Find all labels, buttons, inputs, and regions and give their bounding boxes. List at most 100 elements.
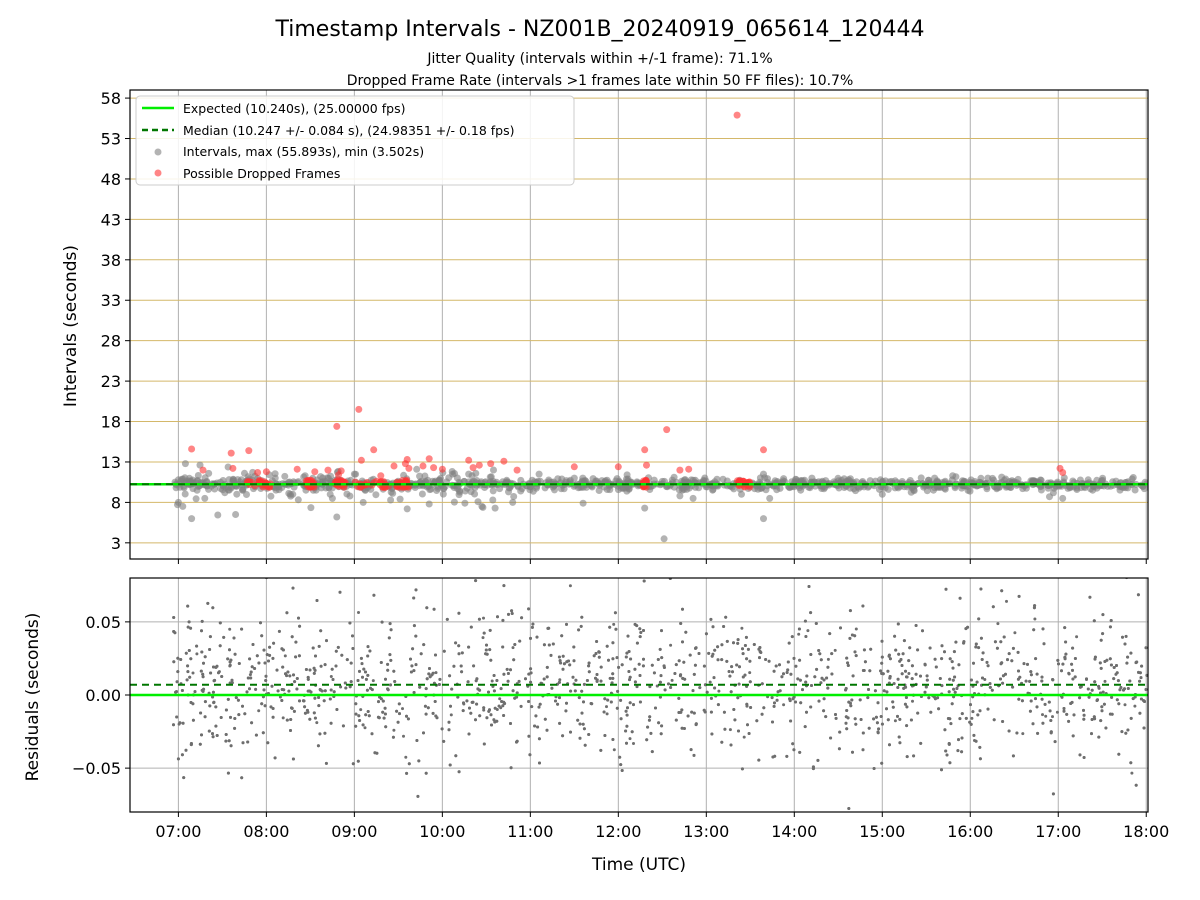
residual-point: [846, 661, 850, 665]
residual-point: [731, 670, 734, 674]
residual-point: [381, 710, 385, 714]
residual-point: [341, 724, 345, 728]
residual-point: [313, 696, 317, 700]
residual-point: [226, 697, 230, 701]
residual-point: [354, 724, 358, 728]
residual-point: [502, 672, 506, 676]
residual-point: [488, 628, 492, 632]
residual-point: [817, 649, 821, 652]
residual-point: [867, 726, 871, 730]
residual-point: [587, 670, 591, 674]
residual-point: [1078, 753, 1082, 757]
residual-point: [574, 678, 578, 682]
residual-point: [737, 682, 741, 686]
residual-point: [652, 671, 656, 675]
residual-point: [228, 681, 232, 685]
dropped-frame-point: [377, 472, 385, 480]
residual-point: [565, 622, 568, 626]
residual-point: [381, 699, 385, 703]
residual-point: [433, 700, 437, 703]
residual-point: [314, 654, 317, 658]
residual-point: [971, 710, 975, 714]
residual-point: [277, 629, 281, 633]
residual-point: [962, 640, 966, 644]
residual-point: [260, 702, 264, 706]
interval-point: [738, 490, 745, 498]
dropped-frame-rate-subtitle: Dropped Frame Rate (intervals >1 frames …: [347, 73, 854, 89]
interval-point: [461, 499, 469, 507]
residual-point: [405, 771, 409, 775]
residual-point: [250, 721, 254, 725]
residual-point: [1079, 685, 1083, 689]
residual-point: [957, 738, 960, 742]
residual-point: [743, 644, 747, 647]
residual-point: [418, 685, 422, 689]
residual-point: [677, 711, 681, 714]
time-tick-label: 08:00: [243, 822, 289, 841]
residual-point: [717, 689, 721, 693]
residual-point: [1120, 730, 1124, 734]
residual-point: [688, 653, 692, 657]
residual-point: [500, 700, 504, 703]
residual-point: [992, 718, 996, 722]
residual-point: [449, 704, 452, 708]
interval-point: [241, 469, 248, 477]
residual-point: [351, 762, 355, 766]
residual-point: [1129, 651, 1133, 655]
residual-point: [313, 716, 317, 720]
residual-point: [285, 611, 289, 615]
residual-point: [964, 716, 968, 720]
residual-point: [498, 697, 502, 701]
interval-point: [700, 476, 708, 484]
residual-point: [249, 670, 253, 674]
residual-point: [650, 750, 654, 754]
residual-point: [880, 672, 884, 675]
residual-point: [609, 700, 613, 704]
residual-point: [542, 643, 546, 647]
residual-point: [218, 644, 222, 648]
residual-point: [303, 705, 307, 709]
residual-point: [509, 766, 513, 770]
residual-point: [447, 720, 451, 724]
residual-point: [427, 672, 431, 676]
residual-point: [1139, 676, 1143, 680]
residual-point: [389, 658, 393, 662]
residual-point: [954, 640, 958, 644]
interval-point: [797, 477, 805, 485]
residual-point: [289, 729, 292, 732]
residual-point: [851, 674, 855, 678]
residual-point: [510, 612, 514, 615]
residual-point: [847, 807, 851, 810]
residual-point: [1041, 721, 1045, 725]
residual-point: [978, 709, 982, 713]
residual-point: [232, 636, 236, 640]
residual-point: [677, 659, 681, 663]
residual-point: [805, 674, 809, 678]
residual-point: [947, 742, 951, 745]
dropped-frame-point: [262, 468, 270, 476]
residual-point: [729, 743, 733, 747]
residual-point: [938, 677, 942, 680]
residual-point: [1033, 617, 1037, 621]
residual-point: [876, 731, 880, 735]
residual-point: [1112, 666, 1116, 669]
dropped-frame-point: [487, 460, 495, 468]
residual-point: [980, 658, 984, 661]
residual-point: [561, 667, 565, 671]
dropped-frame-point: [390, 462, 398, 470]
interval-point: [188, 515, 196, 523]
residual-point: [506, 672, 510, 675]
residual-point: [957, 663, 961, 667]
residual-point: [625, 741, 628, 745]
residual-point: [542, 677, 546, 681]
residual-point: [815, 667, 819, 671]
residual-point: [1073, 675, 1077, 679]
residual-point: [1121, 635, 1124, 639]
residual-point: [459, 664, 463, 668]
residual-point: [1070, 662, 1074, 666]
residual-point: [824, 715, 828, 719]
residual-point: [1123, 642, 1127, 646]
residual-point: [611, 672, 615, 676]
residual-point: [467, 645, 471, 649]
residual-point: [312, 711, 316, 715]
